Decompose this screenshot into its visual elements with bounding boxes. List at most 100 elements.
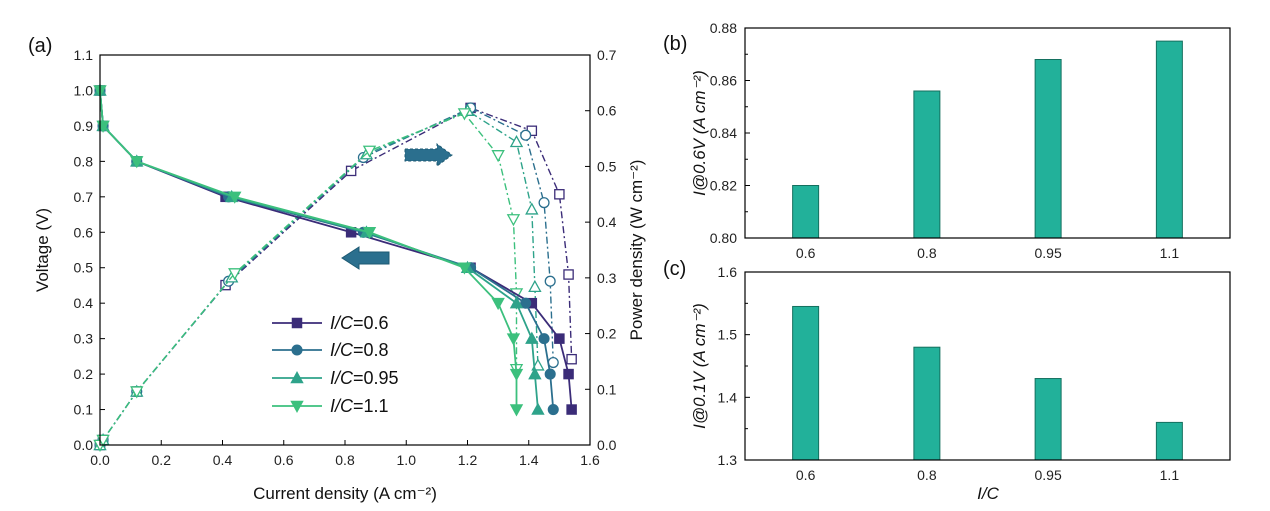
voltage-point <box>509 368 524 382</box>
x-tick-label: 0.95 <box>1035 245 1062 261</box>
voltage-point <box>520 297 532 309</box>
y-tick-label: 0.3 <box>74 331 94 347</box>
panel-c-frame <box>744 271 1231 461</box>
voltage-line <box>99 90 539 410</box>
legend-label: I/C <box>330 313 354 333</box>
power-point <box>547 356 559 369</box>
y-tick-label: 1.6 <box>718 264 738 280</box>
legend-entry: I/C=0.6 <box>272 313 389 333</box>
power-point <box>554 189 565 200</box>
voltage-point <box>563 368 574 380</box>
power-point <box>538 197 550 209</box>
power-point <box>228 268 242 281</box>
power-point <box>362 145 377 158</box>
panel-a: (a) 0.0 0.2 0.4 0.6 0.8 1.0 1.2 1.4 1.60.00.10.2… <box>28 35 646 503</box>
power-point <box>491 150 505 163</box>
legend-marker <box>290 400 304 413</box>
y2-tick-label: 0.4 <box>597 214 617 230</box>
legend-entry: I/C=0.95 <box>272 368 399 388</box>
x-tick-label: 0.95 <box>1035 467 1062 483</box>
x-tick-label: 0.8 <box>917 467 937 483</box>
voltage-point <box>457 262 472 275</box>
panel-c: (c) 1.3 1.4 1.5 1.6 0.6 0.8 0.95 1.1 I@0.1V (A … <box>663 258 1231 503</box>
voltage-axis-arrow <box>341 246 390 270</box>
y-tick-label: 0.7 <box>74 189 94 205</box>
voltage-point <box>509 404 524 417</box>
x-axis-label: Current density (A cm⁻²) <box>253 484 437 503</box>
voltage-point <box>528 367 542 380</box>
bar <box>1155 40 1183 239</box>
panel-c-ticks: 1.3 1.4 1.5 1.6 0.6 0.8 0.95 1.1 <box>718 264 1180 483</box>
svg-text:I/C=1.1: I/C=1.1 <box>330 396 389 416</box>
x-tick-label: 0.8 <box>917 245 937 261</box>
y-tick-label: 0.6 <box>74 224 94 240</box>
voltage-point <box>547 403 559 416</box>
x-tick-label: 0.6 <box>274 452 294 468</box>
voltage-point <box>538 333 550 345</box>
panel-c-y-axis-label: I@0.1V (A cm⁻²) <box>690 303 709 429</box>
bar <box>1034 59 1062 239</box>
x-tick-label: 1.2 <box>458 452 478 468</box>
voltage-line <box>99 90 518 410</box>
svg-text:I/C=0.95: I/C=0.95 <box>330 368 399 388</box>
panel-c-label: (c) <box>663 258 686 280</box>
x-tick-label: 0.0 <box>90 452 110 468</box>
y-tick-label: 0.8 <box>74 153 94 169</box>
panel-a-frame <box>99 54 591 446</box>
legend-value: =1.1 <box>353 396 389 416</box>
power-point <box>528 279 542 293</box>
y-tick-label: 0.80 <box>710 230 737 246</box>
legend-marker <box>291 317 303 329</box>
panel-b-bars <box>792 40 1183 239</box>
voltage-line <box>99 90 555 410</box>
x-tick-label: 0.6 <box>796 467 816 483</box>
voltage-point <box>491 297 505 311</box>
y2-tick-label: 0.0 <box>597 437 617 453</box>
panel-b: (b) 0.80 0.82 0.84 0.86 0.88 0.6 0.8 0.95 1.1 I@… <box>663 20 1231 261</box>
y-tick-label: 0.2 <box>74 366 94 382</box>
y-tick-label: 0.0 <box>74 437 94 453</box>
y2-tick-label: 0.1 <box>597 381 617 397</box>
voltage-point <box>228 191 242 204</box>
panel-a-label: (a) <box>28 35 52 57</box>
legend-label: I/C <box>330 340 354 360</box>
panel-c-x-axis-label: I/C <box>977 484 999 503</box>
power-axis-arrow <box>404 143 453 167</box>
y2-tick-label: 0.6 <box>597 103 617 119</box>
voltage-point <box>362 227 377 240</box>
x-tick-label: 0.6 <box>796 245 816 261</box>
legend-value: =0.8 <box>353 340 389 360</box>
panel-c-bars <box>792 305 1183 461</box>
voltage-line <box>99 90 573 410</box>
power-line <box>99 107 573 446</box>
voltage-point <box>130 156 144 169</box>
panel-b-y-axis-label: I@0.6V (A cm⁻²) <box>690 70 709 196</box>
legend-entry: I/C=1.1 <box>272 396 389 416</box>
voltage-point <box>531 402 545 415</box>
power-curves <box>93 102 577 452</box>
svg-text:I/C=0.6: I/C=0.6 <box>330 313 389 333</box>
y-tick-label: 0.88 <box>710 20 737 36</box>
y2-tick-label: 0.2 <box>597 326 617 342</box>
y-tick-label: 0.9 <box>74 118 94 134</box>
legend-label: I/C <box>330 396 354 416</box>
bar <box>792 305 820 461</box>
bar <box>913 346 941 461</box>
x-tick-label: 1.1 <box>1160 467 1180 483</box>
legend-label: I/C <box>330 368 354 388</box>
power-point <box>509 134 524 148</box>
y-tick-label: 0.82 <box>710 178 737 194</box>
legend-marker <box>290 371 304 384</box>
voltage-point <box>509 296 524 309</box>
panel-a-ticks: 0.0 0.2 0.4 0.6 0.8 1.0 1.2 1.4 1.60.00.10.20.30… <box>74 47 617 468</box>
bar <box>1155 421 1183 461</box>
y-tick-label: 0.86 <box>710 73 737 89</box>
y-tick-label: 1.0 <box>74 82 94 98</box>
y2-axis-label: Power density (W cm⁻²) <box>627 160 646 341</box>
voltage-point <box>544 368 556 380</box>
x-tick-label: 1.0 <box>397 452 417 468</box>
y-tick-label: 0.4 <box>74 295 94 311</box>
x-tick-label: 1.4 <box>519 452 539 468</box>
bar <box>913 90 941 239</box>
